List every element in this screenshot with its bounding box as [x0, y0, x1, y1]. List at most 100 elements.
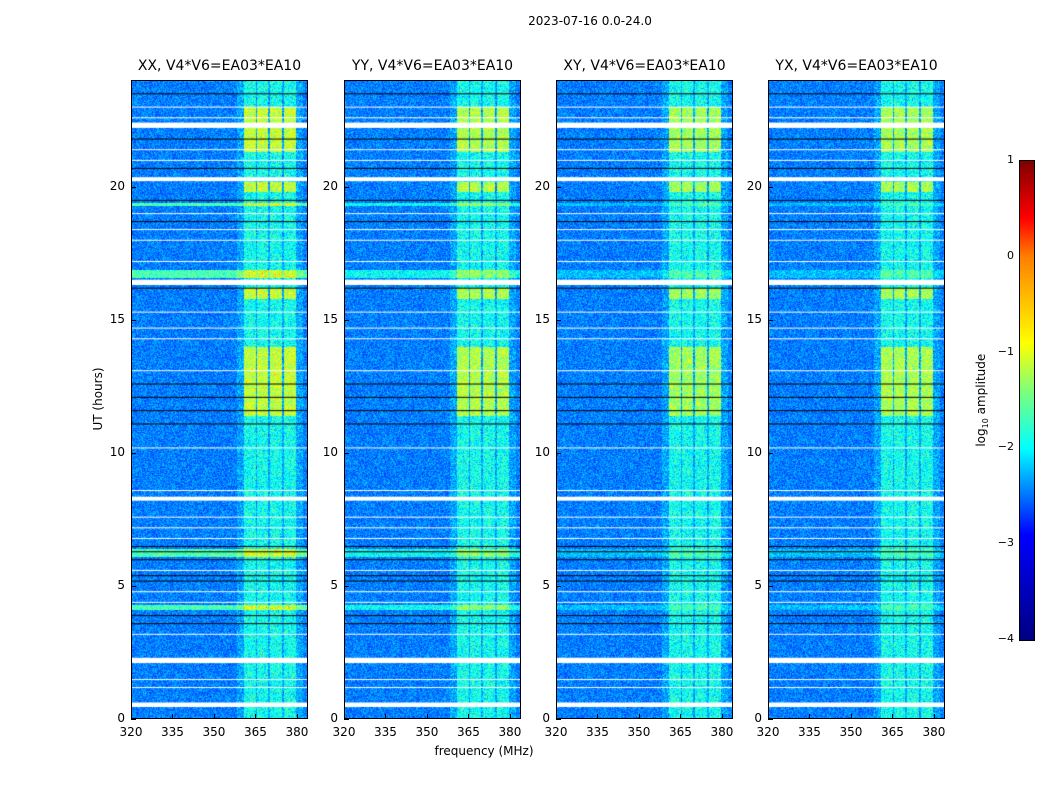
y-tick-label: 10 — [746, 444, 762, 459]
x-tick-label: 335 — [586, 725, 609, 739]
y-tick-label: 20 — [109, 178, 125, 193]
waterfall-heatmap — [344, 80, 521, 719]
y-tick-mark — [768, 585, 773, 587]
x-axis-label: frequency (MHz) — [434, 744, 534, 758]
x-tick-label: 350 — [415, 725, 439, 739]
x-tick-mark — [344, 714, 345, 719]
x-tick-mark — [213, 714, 215, 719]
y-tick-label: 0 — [754, 711, 762, 725]
y-tick-mark — [344, 186, 349, 188]
panel-yy: YY, V4*V6=EA03*EA10 320 335 350 365 380 0 5 10 15… — [323, 58, 522, 739]
x-tick-label: 380 — [498, 725, 522, 739]
y-axis-label: UT (hours) — [91, 367, 105, 431]
y-tick-mark — [768, 452, 773, 454]
x-tick-mark — [468, 714, 470, 719]
plot-frame — [131, 80, 308, 719]
y-tick-mark — [344, 319, 349, 321]
x-tick-mark — [597, 714, 599, 719]
x-tick-label: 335 — [161, 725, 184, 739]
panel-title: XY, V4*V6=EA03*EA10 — [563, 58, 726, 74]
y-tick-mark — [768, 186, 773, 188]
x-tick-label: 350 — [839, 725, 863, 739]
x-tick-label: 320 — [332, 725, 356, 739]
waterfall-heatmap — [556, 80, 733, 719]
y-tick-mark — [131, 719, 136, 720]
x-tick-mark — [721, 714, 723, 719]
x-tick-label: 380 — [922, 725, 946, 739]
y-tick-label: 15 — [322, 311, 338, 326]
colorbar-tick-label: 1 — [1007, 153, 1014, 166]
y-tick-mark — [131, 319, 136, 321]
y-tick-mark — [768, 719, 773, 720]
x-tick-mark — [385, 714, 387, 719]
panel-title: XX, V4*V6=EA03*EA10 — [137, 58, 302, 74]
x-tick-mark — [933, 714, 935, 719]
x-tick-label: 320 — [756, 725, 780, 739]
plot-frame — [344, 80, 521, 719]
y-tick-label: 15 — [534, 311, 550, 326]
x-tick-mark — [172, 714, 174, 719]
y-tick-mark — [556, 585, 561, 587]
x-tick-mark — [426, 714, 428, 719]
y-tick-mark — [768, 319, 773, 321]
plot-frame — [556, 80, 733, 719]
x-tick-mark — [556, 714, 557, 719]
panel-title: YX, V4*V6=EA03*EA10 — [775, 58, 938, 74]
x-tick-mark — [509, 714, 511, 719]
x-tick-mark — [131, 714, 132, 719]
plot-frame — [768, 80, 945, 719]
y-tick-mark — [131, 452, 136, 454]
x-tick-mark — [296, 714, 298, 719]
y-tick-label: 5 — [330, 577, 338, 592]
x-tick-label: 320 — [119, 725, 143, 739]
colorbar-tick-label: −4 — [997, 632, 1014, 645]
x-tick-label: 380 — [285, 725, 309, 739]
x-tick-mark — [850, 714, 852, 719]
y-tick-mark — [131, 186, 136, 188]
y-tick-label: 0 — [330, 711, 338, 725]
x-tick-label: 335 — [798, 725, 821, 739]
y-tick-label: 10 — [534, 444, 550, 459]
x-tick-mark — [680, 714, 682, 719]
y-tick-label: 20 — [746, 178, 762, 193]
x-tick-label: 335 — [374, 725, 397, 739]
x-tick-label: 365 — [244, 725, 267, 739]
y-tick-label: 15 — [109, 311, 125, 326]
y-tick-label: 15 — [746, 311, 762, 326]
y-tick-label: 10 — [322, 444, 338, 459]
colorbar — [1019, 160, 1035, 641]
panel-xx: XX, V4*V6=EA03*EA10 320 335 350 365 380 0 5 10 15… — [110, 58, 309, 739]
y-tick-mark — [556, 452, 561, 454]
colorbar-label: log10 amplitude — [973, 353, 991, 447]
x-tick-mark — [255, 714, 257, 719]
x-tick-label: 350 — [202, 725, 226, 739]
y-tick-label: 10 — [109, 444, 125, 459]
y-tick-label: 20 — [322, 178, 338, 193]
x-tick-mark — [892, 714, 894, 719]
x-tick-label: 365 — [881, 725, 904, 739]
colorbar-tick-label: −1 — [997, 344, 1014, 358]
x-tick-label: 365 — [669, 725, 692, 739]
panel-yx: YX, V4*V6=EA03*EA10 320 335 350 365 380 0 5 10 15… — [747, 58, 946, 739]
x-tick-mark — [768, 714, 769, 719]
y-tick-label: 0 — [542, 711, 550, 725]
y-tick-mark — [556, 186, 561, 188]
y-tick-label: 20 — [534, 178, 550, 193]
x-tick-label: 320 — [544, 725, 568, 739]
y-tick-mark — [556, 719, 561, 720]
panel-title: YY, V4*V6=EA03*EA10 — [351, 58, 514, 74]
panel-xy: XY, V4*V6=EA03*EA10 320 335 350 365 380 0 5 10 15… — [535, 58, 734, 739]
colorbar-tick-label: −3 — [997, 536, 1014, 550]
colorbar-tick-label: 0 — [1007, 248, 1014, 262]
waterfall-heatmap — [768, 80, 945, 719]
y-tick-mark — [556, 319, 561, 321]
figure-title: 2023-07-16 0.0-24.0 — [528, 14, 652, 28]
y-tick-label: 5 — [117, 577, 125, 592]
y-tick-mark — [344, 585, 349, 587]
y-tick-label: 5 — [542, 577, 550, 592]
y-tick-label: 0 — [117, 711, 125, 725]
y-tick-label: 5 — [754, 577, 762, 592]
x-tick-mark — [638, 714, 640, 719]
x-tick-label: 350 — [627, 725, 651, 739]
